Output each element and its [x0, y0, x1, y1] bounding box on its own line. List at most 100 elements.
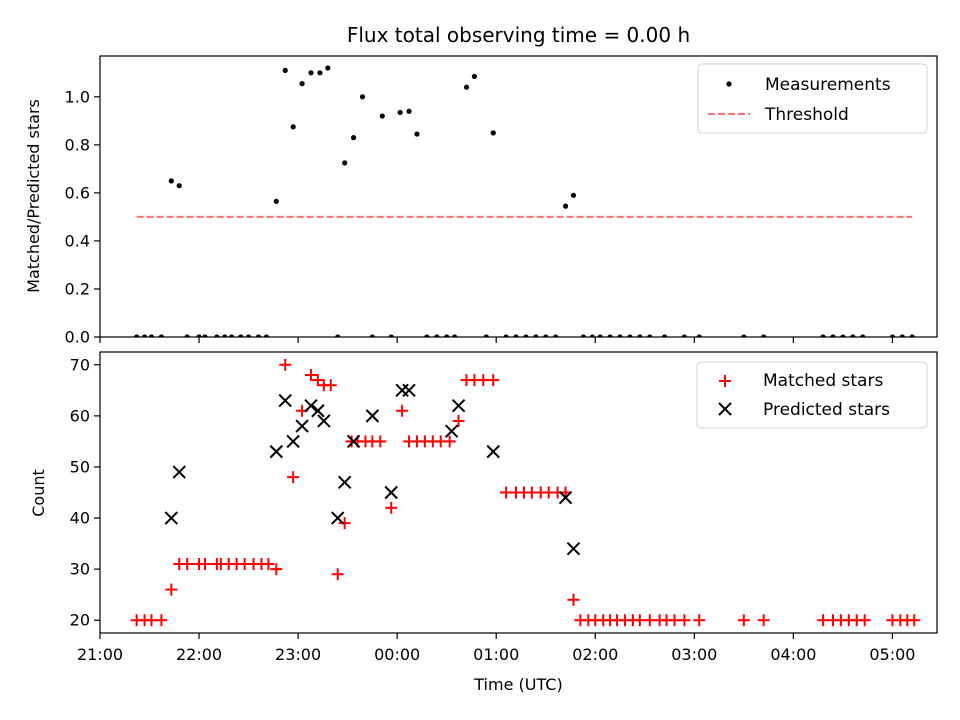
measurement-point	[359, 94, 366, 100]
measurement-point	[589, 334, 595, 337]
ratio-y-tick-label: 0.2	[65, 279, 90, 298]
measurement-point	[647, 334, 653, 337]
count-y-axis-title: Count	[29, 469, 48, 517]
measurement-point	[523, 334, 529, 337]
measurement-point	[562, 203, 569, 209]
matched-stars-point	[693, 614, 706, 627]
x-tick-label: 04:00	[770, 645, 816, 664]
measurement-point	[627, 334, 633, 337]
measurement-point	[158, 334, 165, 337]
x-axis-title: Time (UTC)	[473, 675, 562, 694]
count-series-layer	[130, 358, 921, 627]
measurement-point	[222, 334, 228, 337]
legend-predicted-label: Predicted stars	[763, 400, 890, 420]
count-y-tick-label: 40	[70, 509, 90, 528]
measurement-point	[617, 334, 623, 337]
measurement-point	[580, 334, 586, 337]
legend-predicted-marker	[718, 402, 732, 416]
measurement-point	[490, 130, 496, 136]
matched-stars-point	[198, 558, 211, 571]
matched-stars-point	[737, 614, 750, 627]
measurement-point	[229, 334, 235, 337]
measurement-point	[308, 70, 314, 76]
measurement-point	[196, 334, 202, 337]
matched-stars-point	[374, 435, 387, 448]
measurement-point	[406, 108, 412, 114]
measurement-point	[255, 334, 262, 337]
matched-stars-point	[385, 501, 398, 514]
predicted-stars-point	[317, 414, 331, 428]
ratio-legend-box	[697, 63, 928, 134]
measurement-point	[820, 334, 826, 337]
legend-measurements-label: Measurements	[765, 75, 891, 95]
measurement-point	[388, 334, 394, 337]
count-y-tick-label: 20	[70, 611, 90, 630]
measurement-point	[317, 70, 323, 76]
measurement-point	[414, 131, 420, 137]
measurement-point	[830, 334, 836, 337]
predicted-stars-point	[304, 398, 318, 413]
matched-stars-point	[858, 614, 871, 627]
measurement-point	[741, 334, 747, 337]
predicted-stars-point	[402, 383, 416, 398]
measurement-point	[263, 334, 270, 337]
measurement-point	[148, 334, 155, 337]
measurement-point	[444, 334, 450, 337]
x-tick-label: 05:00	[869, 645, 915, 664]
predicted-stars-point	[295, 419, 309, 433]
count-legend-box	[696, 361, 928, 429]
measurement-point	[379, 113, 385, 119]
measurement-point	[860, 334, 866, 337]
measurement-point	[176, 183, 182, 189]
matched-stars-point	[270, 563, 283, 576]
measurement-point	[503, 334, 509, 337]
x-tick-label: 23:00	[275, 645, 321, 664]
matched-stars-point	[262, 558, 275, 571]
legend-threshold-label: Threshold	[764, 105, 849, 125]
matched-stars-point	[304, 368, 317, 381]
measurement-point	[850, 334, 856, 337]
ratio-axes-frame	[99, 55, 938, 338]
matched-stars-point	[279, 358, 292, 371]
measurement-point	[597, 334, 603, 337]
measurement-point	[543, 334, 549, 337]
matched-stars-point	[165, 583, 178, 596]
matched-stars-point	[443, 435, 456, 448]
matched-stars-point	[678, 614, 691, 627]
predicted-stars-point	[384, 485, 398, 500]
ratio-y-tick-label: 0.4	[65, 231, 90, 250]
count-legend: Matched stars Predicted stars	[696, 361, 928, 429]
count-y-tick-label: 70	[70, 355, 90, 374]
measurement-point	[696, 334, 702, 337]
ratio-series-layer	[134, 65, 915, 337]
predicted-stars-point	[558, 490, 573, 505]
matched-stars-point	[181, 558, 194, 571]
measurement-point	[533, 334, 539, 337]
ratio-y-axis-title: Matched/Predicted stars	[24, 99, 43, 293]
matched-stars-point	[396, 404, 409, 417]
ratio-y-tick-label: 0.6	[65, 183, 90, 202]
predicted-stars-point	[269, 444, 284, 459]
measurement-point	[761, 334, 767, 337]
matched-stars-point	[311, 374, 324, 387]
measurement-point	[342, 160, 348, 166]
predicted-stars-point	[286, 434, 300, 449]
predicted-stars-point	[172, 465, 186, 479]
measurement-point	[513, 334, 519, 337]
predicted-stars-point	[278, 393, 292, 408]
measurement-point	[134, 334, 140, 337]
x-tick-label: 02:00	[572, 645, 618, 664]
predicted-stars-point	[337, 475, 352, 489]
measurement-point	[202, 334, 208, 337]
ratio-panel: 0.0 0.2 0.4 0.6 0.8 1.0 Matched/Predicted sta…	[24, 55, 938, 347]
measurement-point	[325, 65, 331, 71]
measurement-point	[141, 334, 148, 337]
measurement-point	[471, 73, 478, 80]
matched-stars-point	[155, 614, 168, 627]
measurement-point	[214, 334, 220, 337]
predicted-stars-point	[486, 444, 500, 459]
count-y-tick-label: 30	[70, 560, 90, 579]
measurement-point	[662, 334, 668, 337]
matched-stars-point	[331, 568, 344, 581]
predicted-stars-point	[164, 511, 179, 525]
